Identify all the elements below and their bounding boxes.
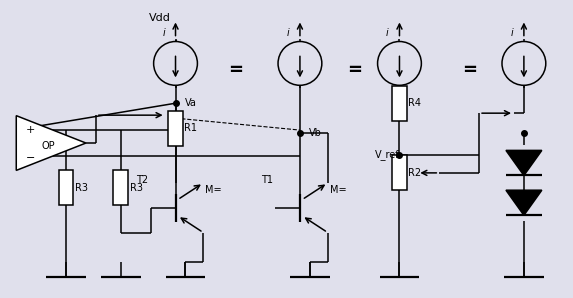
Bar bbox=[392, 156, 407, 190]
Text: =: = bbox=[347, 61, 362, 79]
Text: R2: R2 bbox=[409, 168, 422, 178]
Polygon shape bbox=[16, 116, 86, 170]
Text: Vdd: Vdd bbox=[148, 13, 171, 23]
Text: i: i bbox=[511, 27, 513, 38]
Text: M=: M= bbox=[205, 185, 222, 195]
Text: i: i bbox=[162, 27, 165, 38]
Bar bbox=[392, 86, 407, 121]
Text: V_ref: V_ref bbox=[375, 150, 399, 160]
Text: R4: R4 bbox=[409, 98, 421, 108]
Text: M=: M= bbox=[330, 185, 347, 195]
Text: =: = bbox=[462, 61, 477, 79]
Bar bbox=[113, 170, 128, 205]
Text: −: − bbox=[26, 153, 36, 163]
Text: T2: T2 bbox=[136, 175, 148, 185]
Bar bbox=[168, 111, 183, 145]
Text: T1: T1 bbox=[261, 175, 273, 185]
Text: +: + bbox=[26, 125, 36, 135]
Text: R3: R3 bbox=[129, 183, 143, 193]
Text: i: i bbox=[386, 27, 389, 38]
Text: OP: OP bbox=[41, 141, 55, 151]
Text: Va: Va bbox=[185, 98, 197, 108]
Polygon shape bbox=[506, 150, 542, 176]
Bar bbox=[58, 170, 73, 205]
Text: Vb: Vb bbox=[309, 128, 322, 138]
Text: =: = bbox=[227, 61, 243, 79]
Text: i: i bbox=[286, 27, 289, 38]
Text: R3: R3 bbox=[75, 183, 88, 193]
Text: R1: R1 bbox=[185, 123, 198, 133]
Polygon shape bbox=[506, 190, 542, 215]
